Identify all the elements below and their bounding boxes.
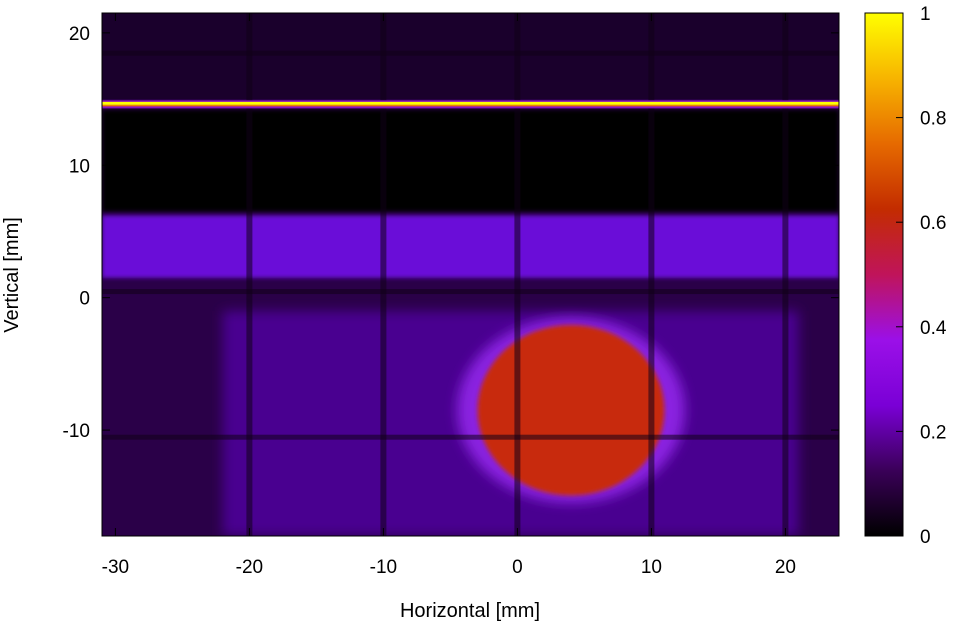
y-tick-label: 0: [79, 289, 90, 310]
grid-line-vertical: [782, 13, 789, 536]
x-tick-label: 10: [641, 557, 662, 578]
x-tick-label: -30: [102, 557, 129, 578]
x-tick-label: 0: [512, 557, 523, 578]
colorbar: 0 0.2 0.4 0.6 0.8 1: [864, 4, 947, 548]
light-band: [102, 215, 839, 278]
plot-frame: [101, 12, 840, 537]
beam-spot: [477, 324, 665, 496]
x-tick-label: 20: [775, 557, 796, 578]
x-tick-label: -20: [236, 557, 263, 578]
dark-band: [102, 109, 839, 212]
grid-line-horizontal: [102, 434, 839, 440]
x-axis: -30 -20 -10 0 10 20: [102, 13, 796, 578]
grid-line-vertical: [380, 13, 387, 536]
colorbar-tick-label: 0.6: [920, 213, 946, 234]
plot-area: [102, 13, 839, 536]
upper-region: [102, 13, 839, 100]
grid-line-horizontal: [102, 289, 839, 295]
grid-line-vertical: [514, 13, 521, 536]
colorbar-ticks: 0 0.2 0.4 0.6 0.8 1: [896, 4, 947, 548]
colorbar-tick-label: 1: [920, 4, 931, 25]
colorbar-tick-label: 0.4: [920, 318, 947, 339]
bright-line: [102, 101, 839, 105]
grid-line-vertical: [246, 13, 253, 536]
y-tick-label: 10: [69, 156, 90, 177]
colorbar-tick-label: 0: [920, 527, 931, 548]
grid-line-horizontal: [102, 50, 839, 56]
grid-line-vertical: [648, 13, 655, 536]
colorbar-tick-label: 0.2: [920, 422, 946, 443]
colorbar-tick-label: 0.8: [920, 109, 946, 130]
y-tick-label: -10: [63, 421, 90, 442]
y-axis-title: Vertical [mm]: [1, 217, 23, 333]
x-tick-label: -10: [370, 557, 397, 578]
bright-line-edge: [102, 104, 839, 107]
x-axis-title: Horizontal [mm]: [400, 600, 540, 622]
y-axis: -10 0 10 20: [63, 24, 839, 442]
colorbar-gradient: [864, 12, 904, 537]
y-tick-label: 20: [69, 24, 90, 45]
